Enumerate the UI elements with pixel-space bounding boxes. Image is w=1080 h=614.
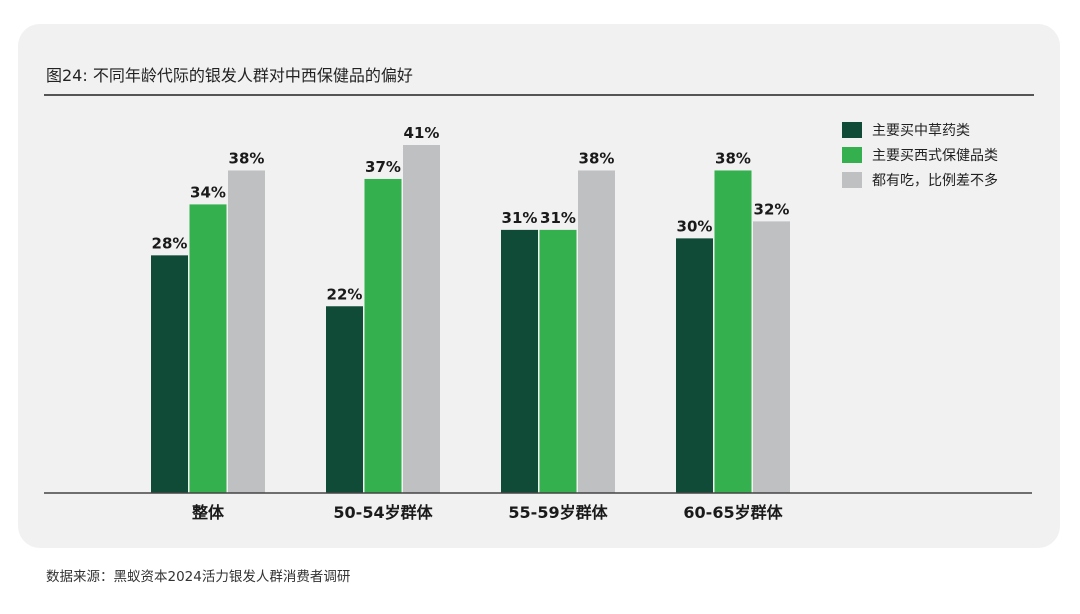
bar-value-label: 34% <box>190 183 226 201</box>
legend-item-western: 主要买西式保健品类 <box>842 142 998 167</box>
title-divider <box>44 94 1034 96</box>
bar-value-label: 22% <box>327 285 363 303</box>
legend-item-herbal: 主要买中草药类 <box>842 117 998 142</box>
legend: 主要买中草药类 主要买西式保健品类 都有吃，比例差不多 <box>842 117 998 192</box>
category-label: 55-59岁群体 <box>508 503 608 522</box>
bar-value-label: 31% <box>540 209 576 227</box>
bar-value-label: 37% <box>365 158 401 176</box>
bar-value-label: 32% <box>754 200 790 218</box>
bar-value-label: 38% <box>715 149 751 167</box>
legend-swatch-herbal <box>842 121 862 138</box>
legend-label-western: 主要买西式保健品类 <box>872 147 998 164</box>
bar-1-2 <box>403 145 440 493</box>
bar-value-label: 28% <box>152 234 188 252</box>
category-label: 60-65岁群体 <box>683 503 783 522</box>
bar-value-label: 31% <box>502 209 538 227</box>
bar-value-label: 30% <box>677 217 713 235</box>
bar-value-label: 38% <box>579 149 615 167</box>
bar-3-2 <box>753 221 790 493</box>
bar-1-0 <box>326 306 363 493</box>
bar-0-1 <box>189 204 227 494</box>
bar-0-2 <box>228 170 265 493</box>
bar-value-label: 38% <box>229 149 265 167</box>
legend-swatch-both <box>842 171 862 188</box>
bar-1-1 <box>364 178 402 493</box>
bar-value-label: 41% <box>404 124 440 142</box>
bar-3-1 <box>714 170 752 493</box>
chart-title: 图24: 不同年龄代际的银发人群对中西保健品的偏好 <box>46 66 413 85</box>
legend-item-both: 都有吃，比例差不多 <box>842 167 998 192</box>
category-label: 整体 <box>191 503 225 522</box>
bar-3-0 <box>676 238 713 493</box>
bar-2-2 <box>578 170 615 493</box>
data-source-note: 数据来源：黑蚁资本2024活力银发人群消费者调研 <box>46 569 351 585</box>
legend-label-both: 都有吃，比例差不多 <box>872 172 998 189</box>
legend-label-herbal: 主要买中草药类 <box>872 122 970 139</box>
bar-2-1 <box>539 229 577 493</box>
bar-0-0 <box>151 255 188 493</box>
category-label: 50-54岁群体 <box>333 503 433 522</box>
legend-swatch-western <box>842 146 862 163</box>
bar-2-0 <box>501 229 538 493</box>
